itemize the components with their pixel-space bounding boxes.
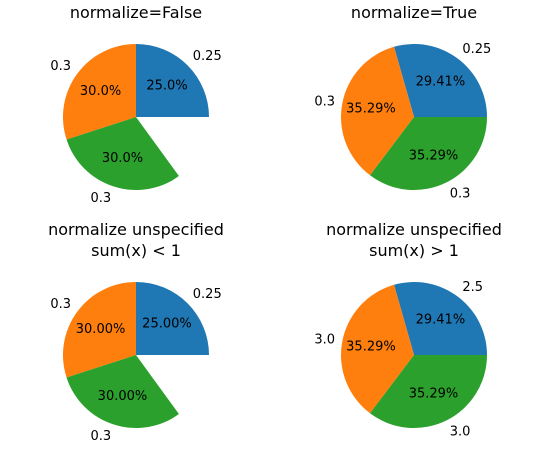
slice-value-label: 0.25 — [193, 287, 222, 302]
slice-value-label: 0.3 — [450, 187, 471, 202]
slice-percent-label: 30.0% — [102, 151, 143, 166]
pie-chart-unspecified-sum-gt-1: normalize unspecified sum(x) > 1 29.41% 2… — [314, 220, 502, 440]
pie-chart-normalize-false: normalize=False 25.0% 0.25 30.0% 0.3 30.0% 0.… — [50, 3, 221, 206]
slice-percent-label: 25.00% — [142, 317, 192, 332]
chart-title-line: normalize=True — [351, 3, 477, 22]
pie-slice — [370, 355, 487, 429]
slice-value-label: 0.25 — [462, 42, 491, 57]
pie-slice — [62, 282, 136, 378]
slice-value-label: 2.5 — [462, 280, 483, 295]
pie-slice — [394, 44, 487, 118]
slice-percent-label: 35.29% — [346, 101, 396, 116]
pie-slice — [66, 355, 179, 429]
chart-title-line: normalize unspecified — [326, 220, 502, 239]
slice-value-label: 3.0 — [314, 333, 335, 348]
slice-percent-label: 30.00% — [98, 389, 148, 404]
pie-chart-unspecified-sum-lt-1: normalize unspecified sum(x) < 1 25.00%0… — [48, 220, 224, 444]
pie-slice — [136, 282, 209, 355]
slice-value-label: 0.3 — [50, 297, 71, 312]
slice-percent-label: 25.0% — [146, 79, 187, 94]
slice-percent-label: 30.00% — [76, 322, 126, 337]
slice-value-label: 3.0 — [450, 425, 471, 440]
pie-slice — [394, 282, 487, 355]
chart-title-line: sum(x) < 1 — [91, 241, 181, 260]
slice-percent-label: 29.41% — [416, 313, 466, 328]
slice-value-label: 0.3 — [91, 429, 112, 444]
slice-percent-label: 35.29% — [409, 149, 459, 164]
slice-value-label: 0.3 — [50, 59, 71, 74]
slice-value-label: 0.25 — [193, 49, 222, 64]
pie-slice — [370, 117, 487, 191]
chart-title-line: sum(x) > 1 — [369, 241, 459, 260]
slice-percent-label: 29.41% — [416, 75, 466, 90]
chart-title-line: normalize unspecified — [48, 220, 224, 239]
pie-chart-normalize-true: normalize=True 29.41% 0.25 35.29% 0.3 35.29%… — [314, 3, 491, 202]
slice-percent-label: 35.29% — [409, 387, 459, 402]
pie-slice — [66, 117, 179, 191]
pie-slice — [62, 44, 136, 140]
slice-percent-label: 30.0% — [80, 84, 121, 99]
slice-value-label: 0.3 — [314, 95, 335, 110]
chart-title-line: normalize=False — [70, 3, 202, 22]
pie-slice — [340, 46, 414, 176]
slice-percent-label: 35.29% — [346, 339, 396, 354]
pie-slice — [136, 44, 209, 117]
slice-value-label: 0.3 — [91, 191, 112, 206]
pie-slice — [340, 284, 414, 414]
